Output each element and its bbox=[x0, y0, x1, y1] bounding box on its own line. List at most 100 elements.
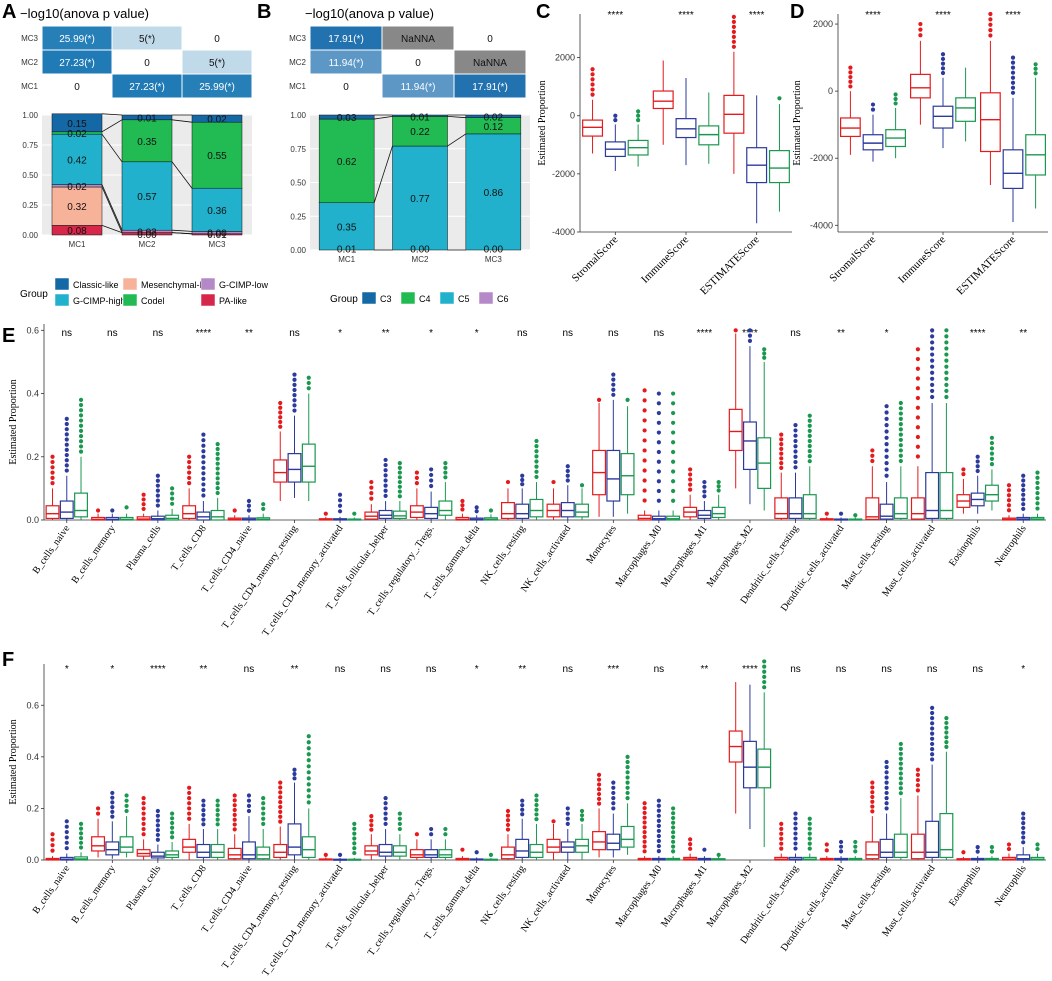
outlier-point bbox=[1010, 90, 1016, 95]
outlier-point bbox=[306, 375, 311, 380]
box bbox=[955, 97, 976, 122]
stacked-bar-b: 0.00 0.25 0.50 0.75 1.00 MC1 MC2 MC3 0.01 0.35 0.6… bbox=[290, 111, 530, 264]
outlier-point bbox=[915, 366, 920, 371]
outlier-point bbox=[64, 432, 69, 437]
box bbox=[606, 833, 621, 851]
outlier-point bbox=[611, 387, 616, 392]
outlier-point bbox=[278, 785, 283, 790]
outlier-point bbox=[1006, 493, 1012, 498]
outlier-point bbox=[853, 849, 858, 854]
outlier-point bbox=[292, 393, 297, 398]
outlier-point bbox=[261, 811, 266, 816]
outlier-point bbox=[642, 428, 647, 433]
outlier-point bbox=[246, 798, 252, 803]
outlier-point bbox=[141, 796, 146, 801]
significance-label: ** bbox=[382, 328, 390, 339]
significance-label: **** bbox=[970, 328, 986, 339]
outlier-point bbox=[611, 392, 616, 397]
outlier-point bbox=[1010, 60, 1016, 65]
box bbox=[409, 849, 424, 859]
outlier-point bbox=[155, 828, 160, 833]
outlier-point bbox=[1035, 491, 1040, 496]
outlier-point bbox=[807, 418, 812, 423]
outlier-point bbox=[884, 770, 889, 775]
significance-label: **** bbox=[697, 328, 713, 339]
outlier-point bbox=[78, 845, 84, 850]
outlier-point bbox=[975, 468, 980, 474]
outlier-point bbox=[848, 70, 853, 75]
outlier-point bbox=[1021, 835, 1026, 840]
outlier-point bbox=[78, 428, 84, 434]
outlier-point bbox=[383, 821, 388, 826]
box bbox=[879, 503, 894, 520]
outlier-point bbox=[636, 109, 641, 114]
box bbox=[424, 506, 439, 520]
outlier-point bbox=[989, 845, 995, 850]
outlier-point bbox=[579, 808, 585, 814]
outlier-point bbox=[383, 473, 388, 478]
legend-label: C6 bbox=[497, 294, 509, 304]
outlier-point bbox=[870, 453, 875, 458]
outlier-point bbox=[884, 442, 889, 447]
y-tick-label: 0.4 bbox=[26, 752, 39, 762]
outlier-point bbox=[141, 497, 146, 502]
outlier-point bbox=[898, 786, 903, 791]
outlier-point bbox=[323, 511, 328, 516]
outlier-point bbox=[915, 777, 920, 783]
outlier-point bbox=[337, 492, 343, 497]
outlier-point bbox=[232, 508, 237, 513]
outlier-point bbox=[870, 448, 875, 453]
outlier-point bbox=[961, 472, 966, 477]
outlier-point bbox=[656, 488, 661, 494]
outlier-point bbox=[944, 346, 949, 351]
box bbox=[742, 740, 757, 789]
outlier-point bbox=[155, 503, 160, 508]
outlier-point bbox=[988, 27, 993, 33]
heatmap-row-label: MC1 bbox=[21, 82, 38, 91]
significance-label: ns bbox=[790, 664, 801, 675]
outlier-point bbox=[688, 467, 693, 472]
outlier-point bbox=[702, 484, 707, 489]
outlier-point bbox=[64, 421, 69, 427]
outlier-point bbox=[551, 479, 556, 485]
outlier-point bbox=[292, 776, 297, 781]
outlier-point bbox=[625, 759, 630, 765]
outlier-point bbox=[656, 813, 661, 818]
outlier-point bbox=[50, 470, 55, 475]
outlier-point bbox=[898, 432, 903, 437]
outlier-point bbox=[64, 416, 69, 421]
outlier-point bbox=[460, 503, 465, 508]
outlier-point bbox=[642, 418, 647, 423]
box bbox=[438, 849, 453, 859]
outlier-point bbox=[488, 508, 494, 513]
heatmap-cell bbox=[309, 49, 383, 75]
y-tick-label: 0.00 bbox=[22, 231, 38, 240]
outlier-point bbox=[488, 852, 494, 857]
outlier-point bbox=[78, 840, 84, 845]
significance-label: * bbox=[429, 328, 433, 339]
outlier-point bbox=[429, 478, 434, 483]
box bbox=[560, 502, 575, 518]
box bbox=[91, 836, 106, 852]
outlier-point bbox=[884, 806, 889, 811]
outlier-point bbox=[232, 807, 237, 813]
outlier-point bbox=[1021, 478, 1026, 483]
outlier-point bbox=[884, 410, 889, 415]
bar-value-label: 0.03 bbox=[337, 113, 357, 124]
outlier-point bbox=[215, 456, 220, 461]
outlier-point bbox=[762, 659, 767, 664]
outlier-point bbox=[807, 438, 812, 444]
outlier-point bbox=[534, 459, 539, 464]
outlier-point bbox=[848, 65, 853, 70]
outlier-point bbox=[1035, 842, 1040, 847]
outlier-point bbox=[261, 816, 266, 821]
panel-label-a: A bbox=[2, 1, 16, 23]
outlier-point bbox=[915, 347, 920, 352]
outlier-point bbox=[762, 355, 767, 360]
significance-label: ns bbox=[881, 664, 892, 675]
box bbox=[438, 500, 453, 516]
outlier-point bbox=[292, 377, 297, 382]
connector-line bbox=[101, 186, 123, 233]
outlier-point bbox=[944, 370, 949, 375]
heatmap-cell-label: 27.23(*) bbox=[59, 58, 95, 69]
